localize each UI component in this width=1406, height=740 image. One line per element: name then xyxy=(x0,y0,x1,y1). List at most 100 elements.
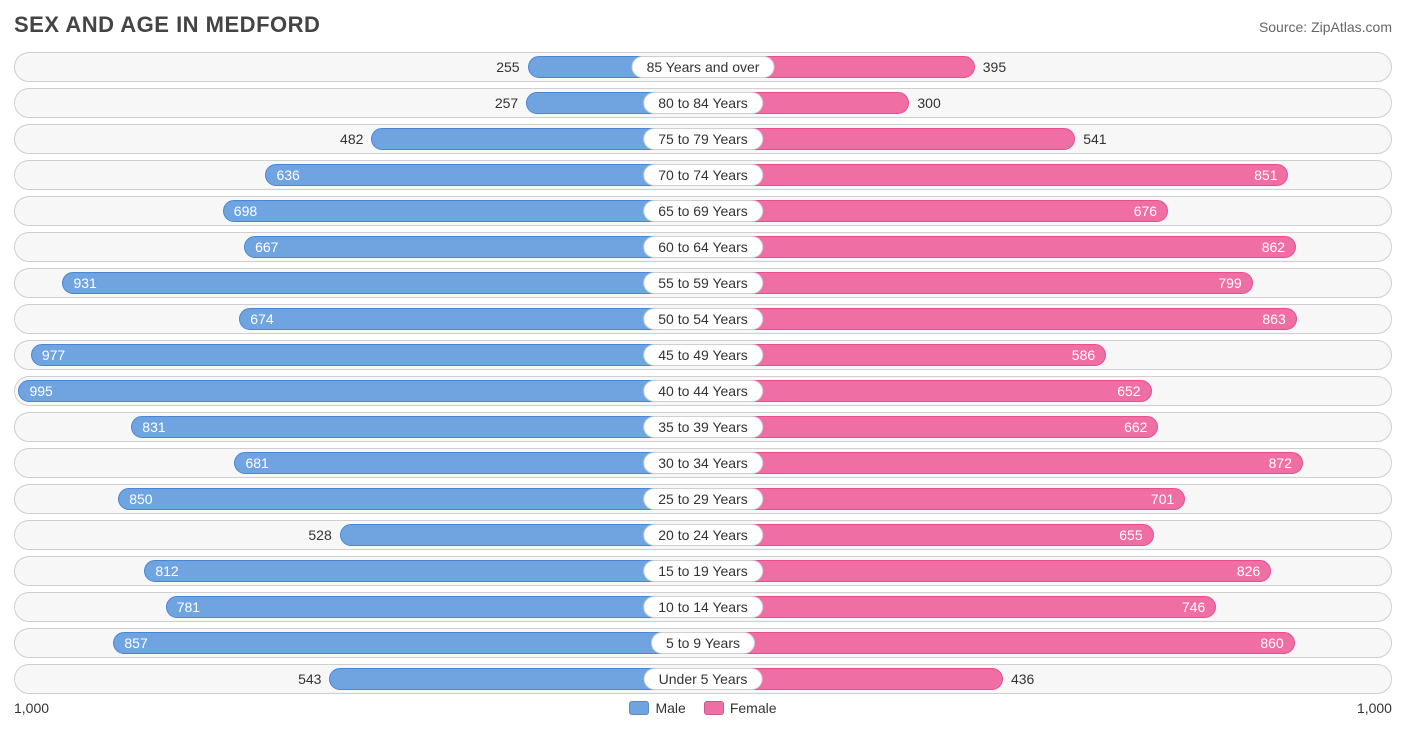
bar-female: 799 xyxy=(703,272,1253,294)
chart-row: 257 300 80 to 84 Years xyxy=(14,88,1392,118)
legend-item-female: Female xyxy=(704,700,777,716)
chart-row: 681 87230 to 34 Years xyxy=(14,448,1392,478)
category-label: 80 to 84 Years xyxy=(643,92,763,114)
bar-female: 860 xyxy=(703,632,1295,654)
value-male: 255 xyxy=(488,56,527,78)
chart-row: 977 586 45 to 49 Years xyxy=(14,340,1392,370)
axis-max-right: 1,000 xyxy=(1357,700,1392,716)
chart-row: 636 851 70 to 74 Years xyxy=(14,160,1392,190)
value-female: 652 xyxy=(1117,383,1140,399)
chart-row: 528 655 20 to 24 Years xyxy=(14,520,1392,550)
chart-row: 667 862 60 to 64 Years xyxy=(14,232,1392,262)
bar-male: 781 xyxy=(166,596,703,618)
chart-row: 698 676 65 to 69 Years xyxy=(14,196,1392,226)
legend-label-male: Male xyxy=(655,700,685,716)
chart-row: 674 863 50 to 54 Years xyxy=(14,304,1392,334)
bar-female: 746 xyxy=(703,596,1216,618)
category-label: 15 to 19 Years xyxy=(643,560,763,582)
value-female: 701 xyxy=(1151,491,1174,507)
category-label: 20 to 24 Years xyxy=(643,524,763,546)
bar-female: 851 xyxy=(703,164,1288,186)
category-label: 40 to 44 Years xyxy=(643,380,763,402)
category-label: 85 Years and over xyxy=(632,56,775,78)
bar-female: 701 xyxy=(703,488,1185,510)
value-male: 674 xyxy=(250,311,273,327)
bar-male: 681 xyxy=(234,452,703,474)
value-male: 543 xyxy=(290,668,329,690)
bar-male: 698 xyxy=(223,200,703,222)
category-label: 60 to 64 Years xyxy=(643,236,763,258)
bar-female: 863 xyxy=(703,308,1297,330)
chart-row: 543 436 Under 5 Years xyxy=(14,664,1392,694)
value-female: 862 xyxy=(1262,239,1285,255)
category-label: 25 to 29 Years xyxy=(643,488,763,510)
legend-label-female: Female xyxy=(730,700,777,716)
value-female: 860 xyxy=(1260,635,1283,651)
chart-row: 857 860 5 to 9 Years xyxy=(14,628,1392,658)
category-label: Under 5 Years xyxy=(644,668,763,690)
category-label: 45 to 49 Years xyxy=(643,344,763,366)
value-male: 698 xyxy=(234,203,257,219)
diverging-bar-chart: 255 395 85 Years and over 257 300 80 to 84 Ye… xyxy=(14,52,1392,694)
chart-title: SEX AND AGE IN MEDFORD xyxy=(14,12,320,38)
category-label: 50 to 54 Years xyxy=(643,308,763,330)
value-male: 781 xyxy=(177,599,200,615)
value-male: 528 xyxy=(300,524,339,546)
category-label: 65 to 69 Years xyxy=(643,200,763,222)
value-male: 831 xyxy=(142,419,165,435)
value-female: 436 xyxy=(1003,668,1042,690)
chart-row: 255 395 85 Years and over xyxy=(14,52,1392,82)
value-male: 977 xyxy=(42,347,65,363)
bar-male: 995 xyxy=(18,380,703,402)
value-female: 746 xyxy=(1182,599,1205,615)
bar-female: 586 xyxy=(703,344,1106,366)
legend-swatch-male xyxy=(629,701,649,715)
category-label: 55 to 59 Years xyxy=(643,272,763,294)
bar-female: 662 xyxy=(703,416,1158,438)
axis-max-left: 1,000 xyxy=(14,700,49,716)
bar-female: 872 xyxy=(703,452,1303,474)
bar-male: 931 xyxy=(62,272,703,294)
legend-swatch-female xyxy=(704,701,724,715)
chart-row: 83166235 to 39 Years xyxy=(14,412,1392,442)
chart-row: 78174610 to 14 Years xyxy=(14,592,1392,622)
value-female: 395 xyxy=(975,56,1014,78)
chart-row: 850 701 25 to 29 Years xyxy=(14,484,1392,514)
header: SEX AND AGE IN MEDFORD Source: ZipAtlas.… xyxy=(14,12,1392,38)
bar-male: 636 xyxy=(265,164,703,186)
value-male: 482 xyxy=(332,128,371,150)
bar-male: 812 xyxy=(144,560,703,582)
value-female: 300 xyxy=(909,92,948,114)
value-male: 850 xyxy=(129,491,152,507)
source-attribution: Source: ZipAtlas.com xyxy=(1259,19,1392,35)
value-male: 995 xyxy=(29,383,52,399)
category-label: 5 to 9 Years xyxy=(651,632,755,654)
bar-female: 826 xyxy=(703,560,1271,582)
chart-row: 931 799 55 to 59 Years xyxy=(14,268,1392,298)
category-label: 30 to 34 Years xyxy=(643,452,763,474)
bar-male: 667 xyxy=(244,236,703,258)
value-male: 681 xyxy=(245,455,268,471)
bar-female: 676 xyxy=(703,200,1168,222)
chart-row: 48254175 to 79 Years xyxy=(14,124,1392,154)
chart-row: 995 652 40 to 44 Years xyxy=(14,376,1392,406)
value-female: 863 xyxy=(1262,311,1285,327)
bar-male: 857 xyxy=(113,632,703,654)
bar-female: 652 xyxy=(703,380,1152,402)
value-male: 931 xyxy=(73,275,96,291)
value-female: 799 xyxy=(1218,275,1241,291)
category-label: 70 to 74 Years xyxy=(643,164,763,186)
value-female: 851 xyxy=(1254,167,1277,183)
category-label: 75 to 79 Years xyxy=(643,128,763,150)
bar-male: 674 xyxy=(239,308,703,330)
bar-male: 977 xyxy=(31,344,703,366)
value-female: 676 xyxy=(1134,203,1157,219)
value-male: 636 xyxy=(276,167,299,183)
bar-female: 862 xyxy=(703,236,1296,258)
value-male: 667 xyxy=(255,239,278,255)
value-female: 586 xyxy=(1072,347,1095,363)
value-male: 257 xyxy=(487,92,526,114)
chart-row: 812 82615 to 19 Years xyxy=(14,556,1392,586)
value-male: 812 xyxy=(155,563,178,579)
value-female: 655 xyxy=(1119,527,1142,543)
